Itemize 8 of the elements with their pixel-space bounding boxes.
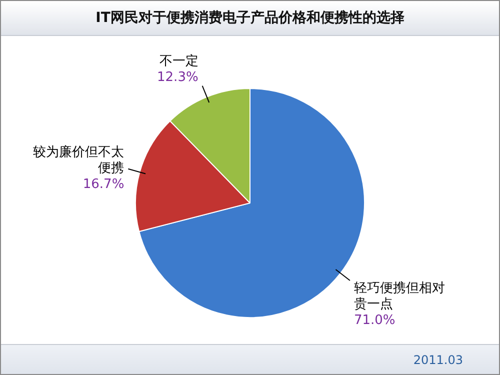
slice-label: 较为廉价但不太便携 [33, 145, 124, 176]
text: 2011.03 [413, 352, 463, 366]
chart-title: IT网民对于便携消费电子产品价格和便携性的选择 [1, 1, 499, 36]
data-label: 71.0% [354, 312, 396, 328]
slice-label: 轻巧便携但相对贵一点 [354, 280, 445, 312]
data-label: 16.7% [82, 177, 124, 192]
slice-label: 不一定 [159, 54, 198, 70]
data-label: 12.3% [157, 70, 198, 86]
